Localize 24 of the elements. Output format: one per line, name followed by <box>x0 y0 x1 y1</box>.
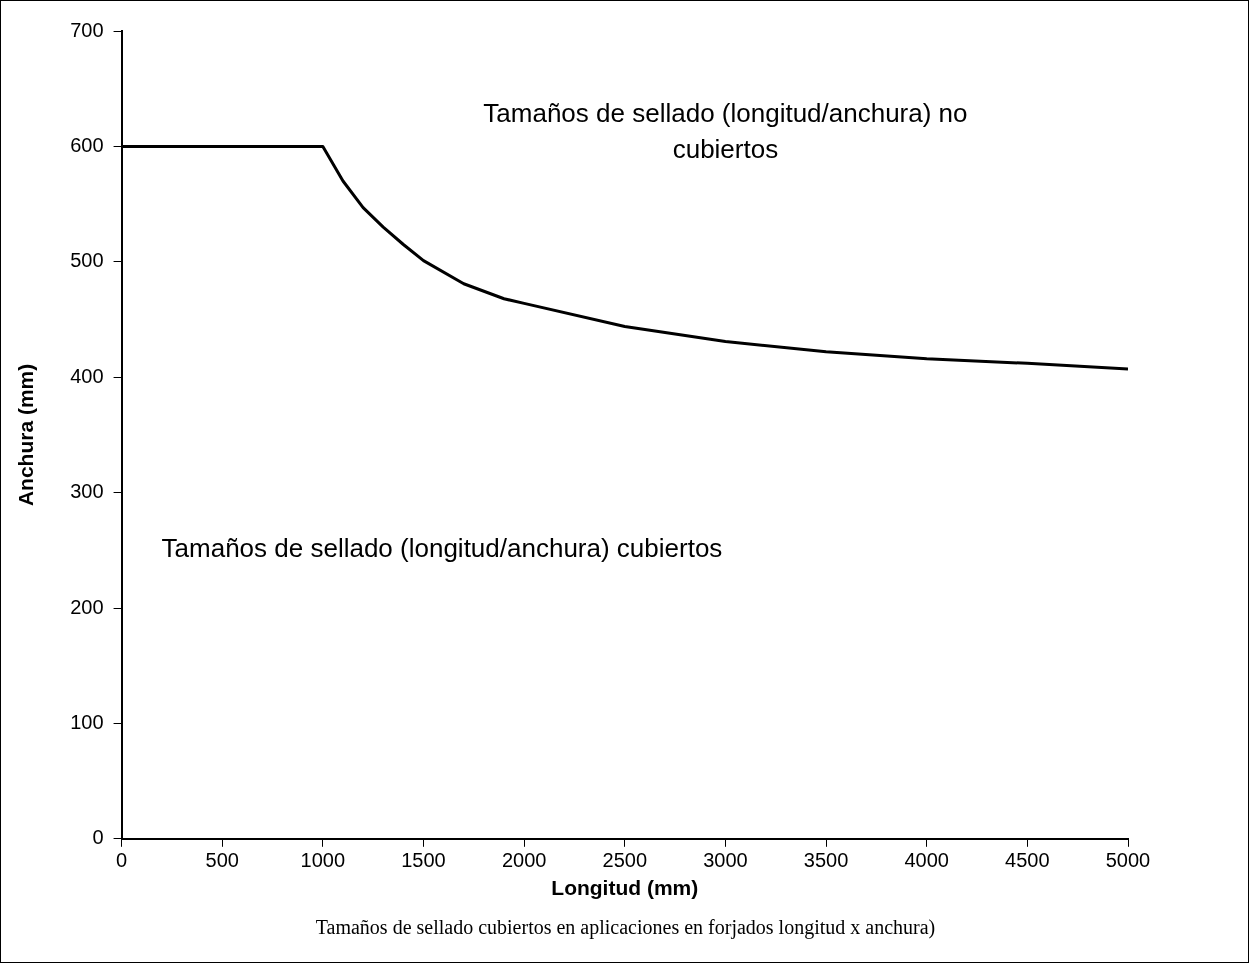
x-tick-label: 0 <box>116 849 128 872</box>
x-tick-label: 3000 <box>703 849 748 872</box>
x-tick-label: 500 <box>205 849 239 872</box>
x-tick-label: 2500 <box>602 849 648 872</box>
y-tick-label: 0 <box>92 826 104 849</box>
y-tick-label: 400 <box>70 364 104 387</box>
x-tick-label: 3500 <box>803 849 849 872</box>
x-tick-label: 5000 <box>1105 849 1151 872</box>
x-axis-title: Longitud (mm) <box>551 876 699 900</box>
x-tick-label: 4500 <box>1005 849 1050 872</box>
annotation: Tamaños de sellado (longitud/anchura) cubiertos <box>161 533 723 564</box>
x-tick-label: 4000 <box>904 849 949 872</box>
y-tick-label: 700 <box>70 18 104 41</box>
y-tick-label: 200 <box>70 595 104 618</box>
y-axis-title: Anchura (mm) <box>14 363 38 507</box>
annotation: Tamaños de sellado (longitud/anchura) no cubiertos <box>483 98 968 165</box>
y-tick-label: 500 <box>70 249 104 272</box>
text: Tamaños de sellado cubiertos en aplicaciones en forjados longitud x anchura) <box>314 916 937 939</box>
y-tick-label: 100 <box>70 710 104 733</box>
x-tick-label: 2000 <box>501 849 547 872</box>
x-tick-label: 1000 <box>300 849 346 872</box>
y-tick-label: 300 <box>70 480 104 503</box>
y-tick-label: 600 <box>70 133 104 156</box>
x-tick-label: 1500 <box>401 849 446 872</box>
